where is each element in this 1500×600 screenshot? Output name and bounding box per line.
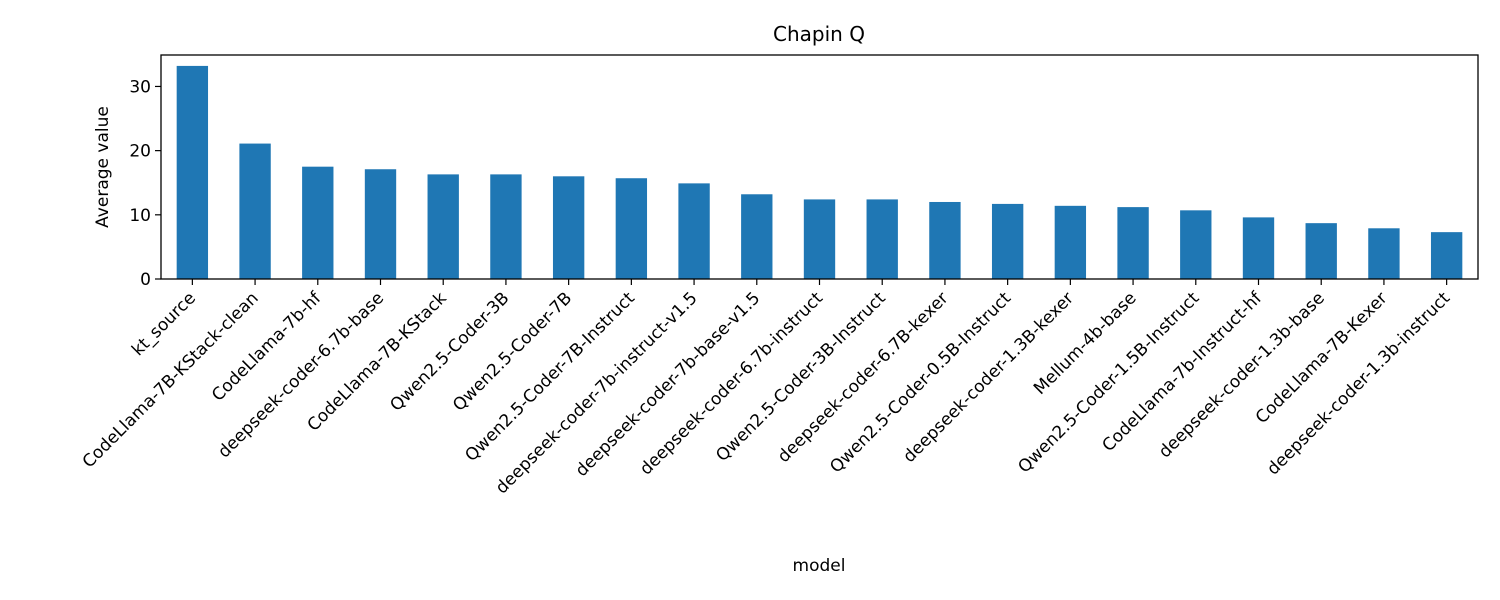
- bar-kt_source: [176, 65, 209, 280]
- y-tick-label: 10: [129, 206, 151, 226]
- y-tick-label: 20: [129, 142, 151, 162]
- bar-Mellum-4b-base: [1117, 207, 1149, 279]
- x-axis: kt_sourceCodeLlama-7B-KStack-cleanCodeLl…: [79, 279, 1454, 498]
- x-tick-label: Qwen2.5-Coder-3B: [386, 288, 513, 415]
- bar-Qwen2.5-Coder-7B: [552, 176, 585, 279]
- bar-deepseek-coder-6.7b-instruct: [803, 199, 836, 279]
- y-axis: 0 10 20 30: [129, 77, 161, 290]
- bar-deepseek-coder-6.7b-base: [364, 169, 397, 279]
- bar-deepseek-coder-7b-base-v1.5: [741, 194, 773, 279]
- bar-deepseek-coder-1.3b-instruct: [1430, 232, 1463, 279]
- plot-frame: [160, 54, 1479, 280]
- x-axis-title: model: [793, 556, 846, 576]
- bar-Qwen2.5-Coder-3B-Instruct: [866, 199, 898, 279]
- bars-group: [176, 65, 1463, 280]
- bar-CodeLlama-7B-Kexer: [1368, 228, 1400, 279]
- y-tick-label: 30: [129, 77, 151, 97]
- bar-CodeLlama-7B-KStack-clean: [239, 143, 271, 279]
- bar-deepseek-coder-6.7B-kexer: [929, 201, 961, 279]
- bar-Qwen2.5-Coder-7B-Instruct: [615, 178, 648, 279]
- bar-CodeLlama-7b-Instruct-hf: [1242, 217, 1275, 279]
- y-axis-title: Average value: [93, 106, 113, 228]
- bar-CodeLlama-7B-KStack: [427, 174, 459, 279]
- bar-deepseek-coder-1.3b-base: [1305, 223, 1337, 279]
- bar-CodeLlama-7b-hf: [302, 166, 334, 279]
- y-tick-label: 0: [140, 270, 151, 290]
- bar-Qwen2.5-Coder-0.5B-Instruct: [991, 203, 1024, 279]
- bar-deepseek-coder-7b-instruct-v1.5: [678, 183, 710, 279]
- bar-Qwen2.5-Coder-1.5B-Instruct: [1180, 210, 1212, 279]
- x-tick-label: Qwen2.5-Coder-7B: [449, 288, 576, 415]
- bar-Qwen2.5-Coder-3B: [490, 174, 522, 279]
- x-tick-label: CodeLlama-7b-hf: [208, 288, 326, 406]
- bar-deepseek-coder-1.3B-kexer: [1054, 205, 1087, 279]
- chart-title: Chapin Q: [773, 22, 865, 46]
